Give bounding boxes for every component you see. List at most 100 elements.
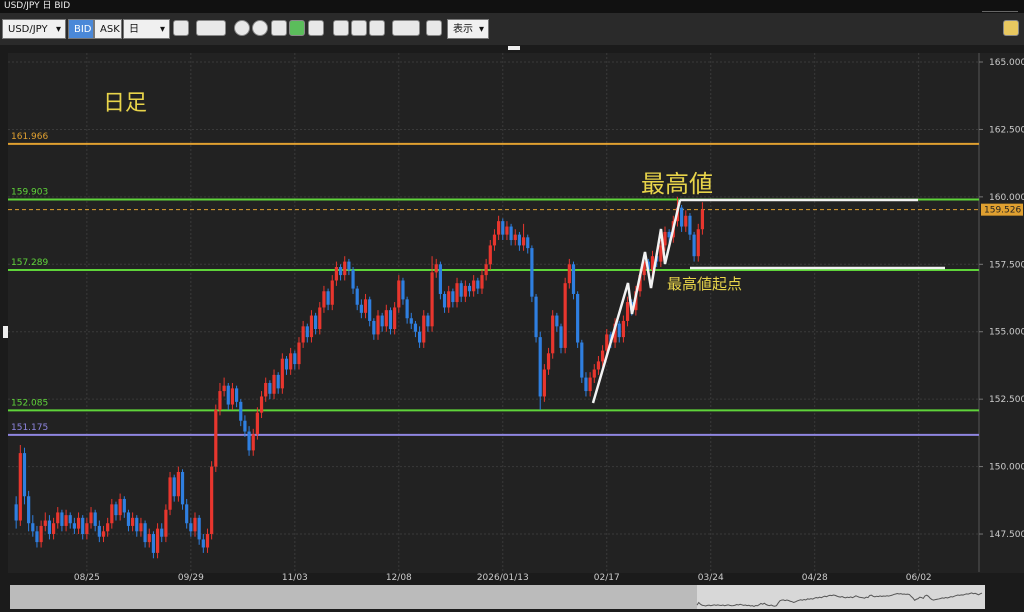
candle-body (85, 523, 89, 535)
candle-body (289, 353, 293, 370)
tool-icon[interactable] (308, 20, 324, 36)
candle-body (417, 331, 422, 343)
candle-body (426, 315, 430, 327)
candle-body (143, 523, 147, 543)
candle-body (201, 539, 205, 548)
level-label: 152.085 (11, 398, 48, 408)
tool-icon[interactable] (333, 20, 349, 36)
candle-body (330, 280, 334, 305)
display: 表示 (453, 24, 473, 35)
candle-body (89, 512, 93, 524)
bid-button[interactable]: BID (68, 19, 94, 39)
candle-body (68, 515, 72, 524)
candle-body (284, 358, 289, 370)
candle-body (393, 307, 397, 330)
candle-body (64, 515, 68, 526)
level-label: 161.966 (11, 132, 48, 142)
tool-icon[interactable] (369, 20, 385, 36)
window-buttons[interactable] (982, 1, 1018, 12)
candle-body (218, 391, 222, 410)
last-price-box (981, 203, 1023, 216)
candle-body (538, 337, 542, 397)
x-tick-label: 08/25 (74, 573, 100, 583)
handle[interactable] (3, 326, 8, 338)
candle-body (155, 528, 160, 553)
candle-body (210, 466, 214, 535)
candle-body (472, 280, 476, 292)
candle-body (663, 231, 667, 246)
candle-body (617, 323, 621, 338)
candle-body (314, 315, 318, 330)
candle-body (239, 401, 243, 421)
candle-body (18, 453, 22, 521)
tool-icon[interactable] (289, 20, 305, 36)
candle-body (126, 512, 131, 526)
candle-body (592, 369, 596, 378)
period-select[interactable]: 日 ▾ (123, 19, 170, 39)
candle-body (621, 320, 625, 338)
candle-body (463, 285, 467, 297)
period: 日 (129, 24, 139, 35)
candle-body (110, 504, 114, 524)
candle-body (347, 261, 351, 270)
candle-body (372, 320, 376, 335)
symbol-select[interactable]: USD/JPY ▾ (2, 19, 66, 39)
candle-body (114, 504, 118, 516)
candle-body (334, 266, 339, 281)
candle-body (438, 264, 442, 294)
candle-body (309, 315, 314, 338)
candle-body (72, 523, 76, 529)
candle-body (185, 504, 189, 524)
display-select[interactable]: 表示 ▾ (447, 19, 489, 39)
tool-icon[interactable] (271, 20, 287, 36)
candle-body (189, 523, 193, 532)
tool-icon[interactable] (1003, 20, 1019, 36)
candle-body (692, 234, 696, 257)
candle-body (467, 285, 472, 292)
tool-icon[interactable] (252, 20, 268, 36)
candle-body (276, 374, 280, 389)
candle-body (659, 245, 663, 262)
candle-body (534, 296, 538, 338)
candle-body (600, 350, 605, 362)
handle[interactable] (508, 46, 520, 50)
level-label: 157.289 (11, 258, 48, 268)
candle-body (51, 523, 56, 535)
tool-icon[interactable] (234, 20, 250, 36)
candle-body (567, 264, 571, 284)
tool-icon[interactable] (196, 20, 226, 36)
candle-body (397, 280, 401, 308)
candle-body (205, 534, 210, 548)
candle-body (326, 291, 330, 305)
candle-body (700, 209, 705, 230)
candle-body (688, 215, 692, 235)
candle-body (280, 358, 284, 389)
tool-icon[interactable] (351, 20, 367, 36)
candle-body (338, 266, 343, 276)
candle-body (160, 528, 164, 537)
tool-icon[interactable] (392, 20, 420, 36)
candle-body (684, 215, 688, 227)
candle-body (268, 382, 272, 394)
candle-body (101, 531, 106, 537)
candle-body (559, 326, 563, 348)
x-tick-label: 03/24 (698, 573, 724, 583)
tool-icon[interactable] (426, 20, 442, 36)
candle-body (513, 234, 517, 241)
x-tick-label: 04/28 (802, 573, 828, 583)
candle-body (638, 275, 642, 292)
tool-icon[interactable] (173, 20, 189, 36)
candle-body (484, 264, 488, 276)
candle-body (39, 525, 43, 543)
candle-body (546, 353, 551, 370)
x-tick-label: 06/02 (906, 573, 932, 583)
ask-button[interactable]: ASK (94, 19, 122, 39)
plot-background (8, 53, 1024, 573)
candle-body (139, 523, 143, 532)
candle-body (413, 323, 418, 332)
level-label: 159.903 (11, 187, 48, 197)
candle-body (343, 261, 347, 276)
candle-body (97, 525, 101, 537)
candle-body (60, 512, 64, 526)
